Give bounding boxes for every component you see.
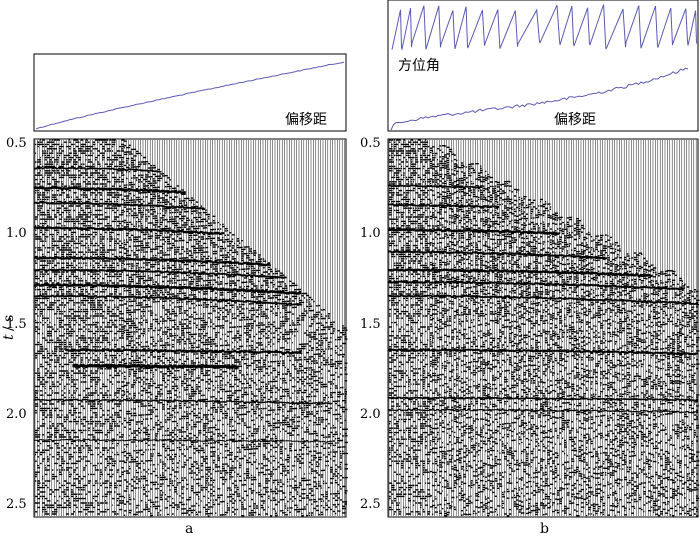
time-axis-right: 0.5 1.0 1.5 2.0 2.5	[360, 136, 381, 512]
reflection-event	[388, 280, 684, 291]
panel-b-azimuth-curve	[391, 4, 697, 52]
reflection-event	[388, 268, 653, 277]
reflection-event	[388, 396, 699, 402]
panel-b-header-frame	[387, 0, 699, 132]
reflection-event	[34, 438, 333, 443]
panel-a-section-frame	[33, 138, 347, 518]
panel-a-header-frame	[33, 53, 347, 132]
panel-b-caption: b	[540, 521, 549, 537]
tick-label-b-1-5: 1.5	[360, 317, 381, 332]
reflection-event	[65, 348, 301, 355]
reflection-event	[34, 186, 186, 195]
reflection-event	[34, 201, 205, 210]
time-axis-unit: / s	[1, 315, 17, 331]
panel-b-header: 方位角 偏移距	[387, 0, 699, 132]
time-axis-left: 0.5 1.0 1.5 2.0 2.5	[6, 136, 27, 512]
time-axis-var: t	[1, 334, 17, 340]
tick-label-b-0-5: 0.5	[360, 136, 381, 151]
tick-label-1-0: 1.0	[6, 226, 27, 241]
reflection-event	[388, 250, 607, 260]
reflection-event	[388, 408, 699, 414]
panel-b-offset-label: 偏移距	[554, 112, 596, 128]
tick-label-b-1-0: 1.0	[360, 226, 381, 241]
reflection-event	[388, 228, 559, 236]
reflection-event	[388, 348, 699, 356]
panel-a-offset-label: 偏移距	[285, 112, 327, 128]
panel-b-seismic-section	[388, 139, 700, 517]
panel-b-offset-curve	[390, 67, 689, 131]
tick-label-b-2-0: 2.0	[360, 407, 381, 422]
reflection-event	[34, 226, 225, 235]
trace-wiggles	[389, 139, 700, 517]
panel-b-azimuth-label: 方位角	[398, 58, 440, 74]
reflection-event	[34, 398, 333, 405]
reflection-event	[34, 166, 160, 173]
time-axis-title: t / s	[1, 315, 17, 340]
reflection-event	[34, 256, 270, 267]
reflection-event	[34, 283, 301, 295]
reflection-event	[388, 203, 499, 209]
reflection-event	[388, 294, 699, 305]
panel-a-offset-curve	[35, 61, 345, 130]
panel-b-section-frame	[387, 138, 699, 518]
reflection-event	[388, 184, 483, 189]
tick-label-1-5: 1.5	[6, 317, 27, 332]
panel-a-header: 偏移距	[33, 53, 347, 132]
reflection-event	[34, 268, 287, 279]
reflection-event	[72, 363, 239, 369]
tick-label-2-0: 2.0	[6, 407, 27, 422]
panel-a-seismic-section	[34, 139, 348, 517]
tick-label-0-5: 0.5	[6, 136, 27, 151]
panel-a-caption: a	[185, 521, 193, 537]
trace-wiggles	[35, 139, 348, 517]
tick-label-b-2-5: 2.5	[360, 497, 381, 512]
tick-label-2-5: 2.5	[6, 497, 27, 512]
reflection-event	[34, 294, 301, 306]
